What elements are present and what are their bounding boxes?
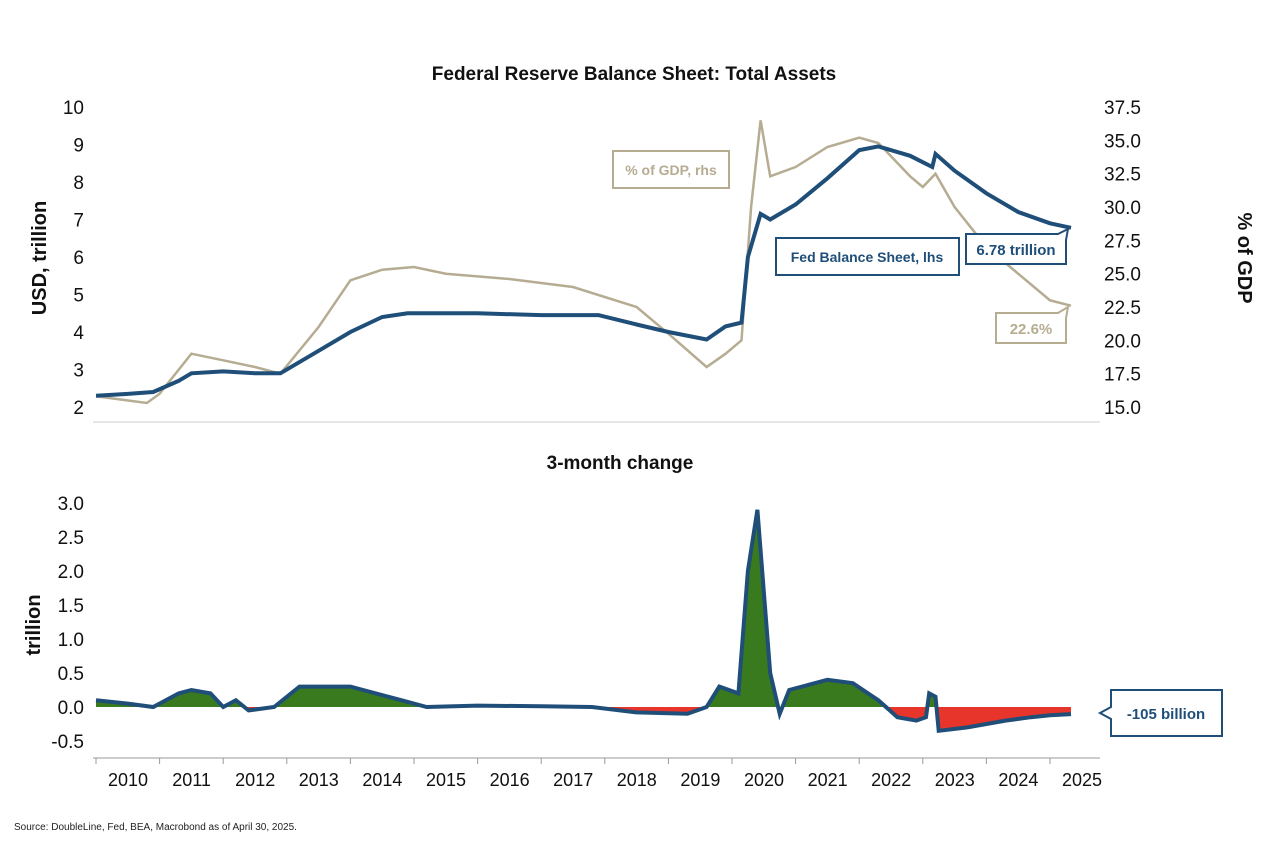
bottom-y-tick-label: 2.0 xyxy=(58,562,84,583)
x-tick-label: 2013 xyxy=(299,770,339,790)
legend-fed-label: Fed Balance Sheet, lhs xyxy=(791,249,944,265)
legend-gdp-label: % of GDP, rhs xyxy=(625,162,717,178)
x-tick-label: 2011 xyxy=(172,770,211,790)
x-tick-label: 2024 xyxy=(998,770,1038,790)
x-tick-label: 2018 xyxy=(617,770,657,790)
left-tick-label: 8 xyxy=(73,173,84,194)
bottom-axis-label: trillion xyxy=(23,594,45,655)
right-tick-label: 35.0 xyxy=(1104,131,1141,152)
x-tick-label: 2015 xyxy=(426,770,466,790)
right-tick-label: 17.5 xyxy=(1104,365,1141,386)
end-label-fed: 6.78 trillion xyxy=(965,227,1070,265)
change-line xyxy=(95,509,1072,734)
top-chart-title: Federal Reserve Balance Sheet: Total Ass… xyxy=(432,64,836,85)
x-tick-label: 2012 xyxy=(235,770,275,790)
x-tick-label: 2017 xyxy=(553,770,593,790)
right-tick-label: 37.5 xyxy=(1104,98,1141,119)
negative-change-area xyxy=(96,707,1071,731)
bottom-y-tick-label: 0.0 xyxy=(58,698,84,719)
end-label-gdp: 22.6% xyxy=(995,305,1070,344)
positive-change-area xyxy=(96,509,1071,707)
legend-gdp: % of GDP, rhs xyxy=(612,150,730,189)
left-tick-label: 7 xyxy=(73,211,84,232)
left-tick-label: 5 xyxy=(73,286,84,307)
end-label-change-text: -105 billion xyxy=(1127,706,1205,723)
right-axis-label: % of GDP xyxy=(1233,212,1255,303)
left-tick-label: 3 xyxy=(73,361,84,382)
left-tick-label: 4 xyxy=(73,323,84,344)
x-tick-label: 2010 xyxy=(108,770,148,790)
bottom-y-tick-label: 2.5 xyxy=(58,528,84,549)
left-axis-label: USD, trillion xyxy=(29,201,51,315)
bottom-y-tick-label: 1.0 xyxy=(58,630,84,651)
x-tick-label: 2021 xyxy=(808,770,848,790)
x-tick-label: 2020 xyxy=(744,770,784,790)
end-label-change: -105 billion xyxy=(1097,689,1223,737)
left-tick-label: 6 xyxy=(73,248,84,269)
bottom-y-tick-label: 1.5 xyxy=(58,596,84,617)
right-tick-label: 27.5 xyxy=(1104,231,1141,252)
right-tick-label: 25.0 xyxy=(1104,265,1141,286)
gdp-pct-line xyxy=(95,120,1072,405)
x-tick-label: 2019 xyxy=(680,770,720,790)
source-note: Source: DoubleLine, Fed, BEA, Macrobond … xyxy=(14,822,297,833)
x-tick-label: 2023 xyxy=(935,770,975,790)
x-tick-label: 2014 xyxy=(362,770,402,790)
right-tick-label: 20.0 xyxy=(1104,331,1141,352)
x-tick-label: 2022 xyxy=(871,770,911,790)
left-tick-label: 10 xyxy=(63,98,84,119)
right-tick-label: 22.5 xyxy=(1104,298,1141,319)
bottom-y-tick-label: 3.0 xyxy=(58,494,84,515)
bottom-chart-title: 3-month change xyxy=(547,453,694,474)
end-label-fed-text: 6.78 trillion xyxy=(976,242,1055,259)
right-tick-label: 32.5 xyxy=(1104,165,1141,186)
fed-balance-line xyxy=(95,144,1072,398)
left-tick-label: 9 xyxy=(73,136,84,157)
right-tick-label: 30.0 xyxy=(1104,198,1141,219)
x-tick-label: 2025 xyxy=(1062,770,1102,790)
left-tick-label: 2 xyxy=(73,398,84,419)
end-label-gdp-text: 22.6% xyxy=(1010,321,1053,338)
legend-fed: Fed Balance Sheet, lhs xyxy=(775,237,960,276)
x-tick-label: 2016 xyxy=(490,770,530,790)
right-tick-label: 15.0 xyxy=(1104,398,1141,419)
bottom-y-tick-label: -0.5 xyxy=(51,732,84,753)
bottom-y-tick-label: 0.5 xyxy=(58,664,84,685)
